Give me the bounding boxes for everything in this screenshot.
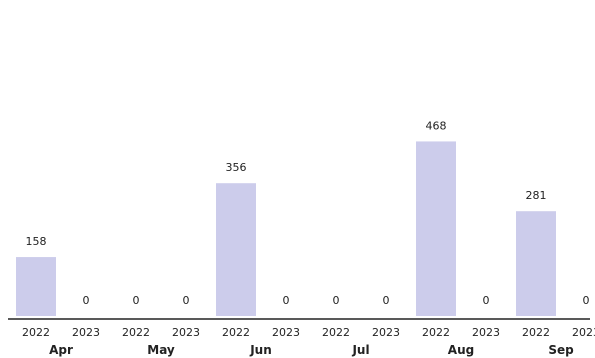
month-label-aug: Aug — [448, 343, 474, 357]
value-label-jul-2023: 0 — [383, 294, 390, 307]
year-tick-jul-2023: 2023 — [372, 326, 400, 339]
year-tick-apr-2022: 2022 — [22, 326, 50, 339]
month-label-jul: Jul — [351, 343, 369, 357]
year-tick-sep-2022: 2022 — [522, 326, 550, 339]
value-label-jul-2022: 0 — [333, 294, 340, 307]
year-tick-aug-2023: 2023 — [472, 326, 500, 339]
year-tick-jun-2023: 2023 — [272, 326, 300, 339]
year-tick-apr-2023: 2023 — [72, 326, 100, 339]
value-label-jun-2022: 356 — [226, 161, 247, 174]
bar-apr-2022 — [16, 257, 56, 316]
value-label-may-2022: 0 — [133, 294, 140, 307]
value-label-jun-2023: 0 — [283, 294, 290, 307]
year-tick-jun-2022: 2022 — [222, 326, 250, 339]
year-tick-aug-2022: 2022 — [422, 326, 450, 339]
year-tick-may-2023: 2023 — [172, 326, 200, 339]
value-label-sep-2023: 0 — [583, 294, 590, 307]
value-label-aug-2022: 468 — [426, 119, 447, 132]
value-label-aug-2023: 0 — [483, 294, 490, 307]
bar-aug-2022 — [416, 141, 456, 316]
month-label-sep: Sep — [548, 343, 574, 357]
year-tick-sep-2023: 2023 — [572, 326, 595, 339]
value-label-may-2023: 0 — [183, 294, 190, 307]
bar-jun-2022 — [216, 183, 256, 316]
value-label-sep-2022: 281 — [526, 189, 547, 202]
value-label-apr-2023: 0 — [83, 294, 90, 307]
bar-sep-2022 — [516, 211, 556, 316]
month-label-jun: Jun — [249, 343, 272, 357]
year-tick-may-2022: 2022 — [122, 326, 150, 339]
value-label-apr-2022: 158 — [26, 235, 47, 248]
year-tick-jul-2022: 2022 — [322, 326, 350, 339]
month-label-may: May — [147, 343, 175, 357]
month-label-apr: Apr — [49, 343, 73, 357]
